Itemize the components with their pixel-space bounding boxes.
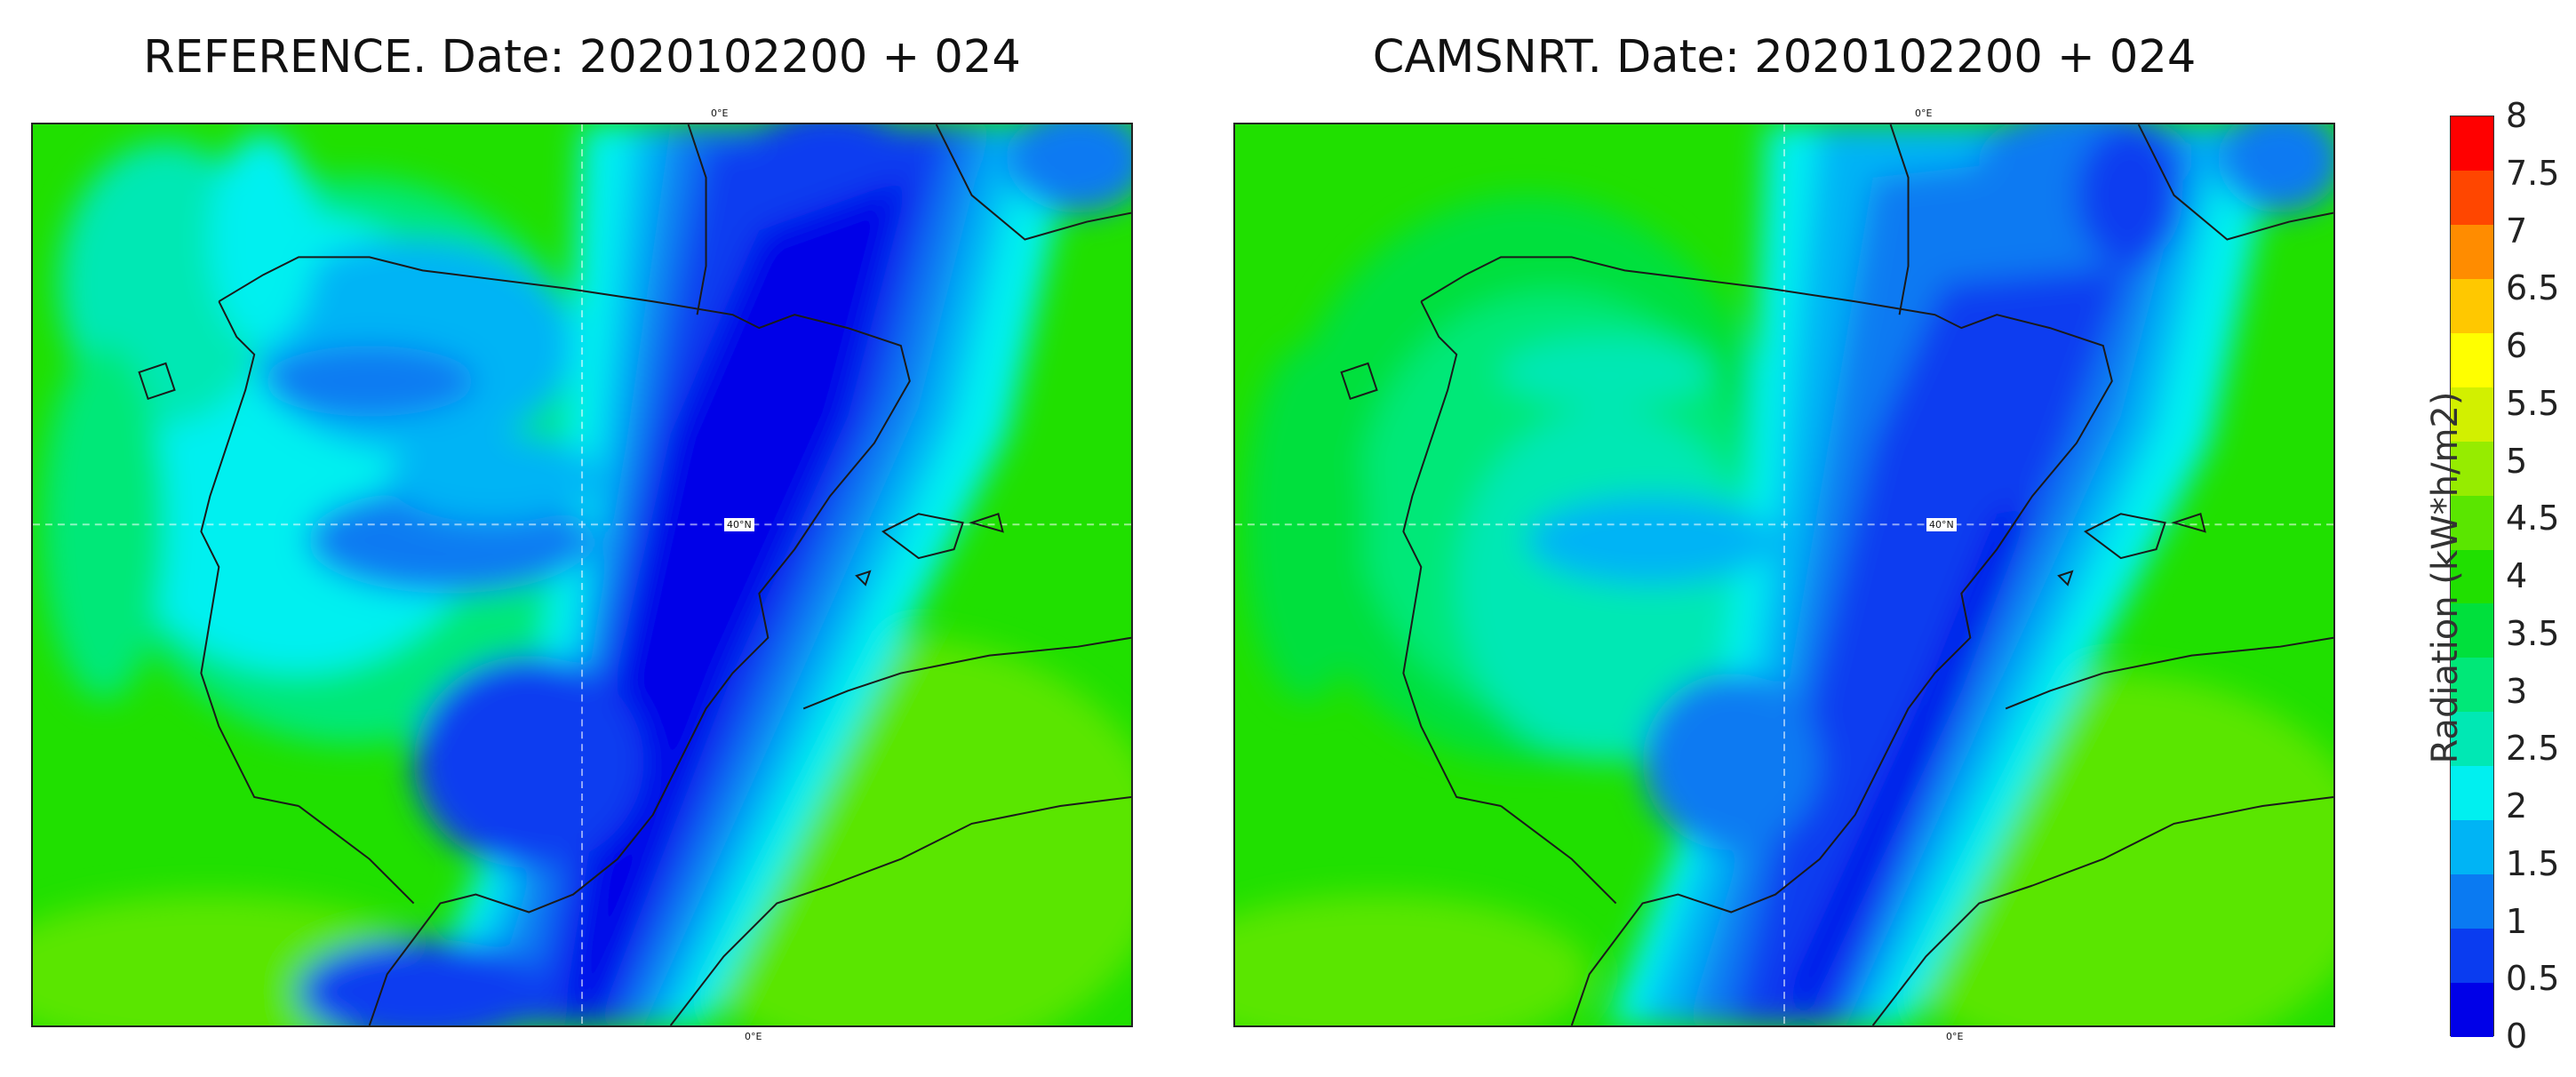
- colorbar-segment: [2451, 332, 2493, 387]
- lon-tick-bottom-right: 0°E: [1946, 1031, 1964, 1042]
- colorbar-tick-label: 6.5: [2506, 268, 2560, 308]
- panel-title-reference: REFERENCE. Date: 2020102200 + 024: [143, 31, 1021, 84]
- colorbar: [2450, 116, 2494, 1037]
- colorbar-tick-label: 8: [2506, 96, 2528, 135]
- colorbar-tick-label: 5.5: [2506, 383, 2560, 423]
- colorbar-segment: [2451, 820, 2493, 875]
- colorbar-tick-label: 1: [2506, 901, 2528, 941]
- colorbar-segment: [2451, 929, 2493, 984]
- lon-tick-top-right: 0°E: [1915, 108, 1933, 119]
- colorbar-tick-label: 3: [2506, 671, 2528, 711]
- colorbar-segment: [2451, 387, 2493, 442]
- coastline-outline: [138, 124, 1131, 1025]
- colorbar-tick-label: 5: [2506, 441, 2528, 481]
- colorbar-tick-label: 7: [2506, 211, 2528, 251]
- colorbar-tick-label: 0: [2506, 1017, 2528, 1056]
- colorbar-segment: [2451, 441, 2493, 496]
- lat-label-right: 40°N: [1926, 518, 1957, 531]
- colorbar-segment: [2451, 224, 2493, 279]
- colorbar-tick-label: 4.5: [2506, 499, 2560, 538]
- colorbar-tick-label: 3.5: [2506, 613, 2560, 653]
- lat-label-left: 40°N: [724, 518, 754, 531]
- colorbar-segment: [2451, 278, 2493, 333]
- colorbar-label: Radiation (kW*h/m2): [2425, 391, 2466, 764]
- colorbar-segment: [2451, 549, 2493, 604]
- colorbar-segment: [2451, 170, 2493, 225]
- radiation-field-camsnrt: [1235, 124, 2333, 1025]
- coastline-outline: [1340, 124, 2333, 1025]
- map-reference: [31, 123, 1133, 1027]
- colorbar-segment: [2451, 116, 2493, 171]
- colorbar-tick-label: 7.5: [2506, 153, 2560, 193]
- colorbar-segment: [2451, 874, 2493, 929]
- map-camsnrt: [1233, 123, 2335, 1027]
- colorbar-segment: [2451, 495, 2493, 550]
- colorbar-segment: [2451, 658, 2493, 713]
- colorbar-tick-label: 6: [2506, 326, 2528, 365]
- lon-tick-bottom-left: 0°E: [745, 1031, 762, 1042]
- colorbar-tick-label: 2: [2506, 786, 2528, 826]
- lon-tick-top-left: 0°E: [711, 108, 729, 119]
- colorbar-tick-label: 0.5: [2506, 959, 2560, 999]
- colorbar-segment: [2451, 983, 2493, 1037]
- radiation-field-reference: [33, 124, 1131, 1025]
- colorbar-tick-label: 4: [2506, 556, 2528, 595]
- colorbar-segment: [2451, 712, 2493, 767]
- colorbar-segment: [2451, 603, 2493, 658]
- panel-title-camsnrt: CAMSNRT. Date: 2020102200 + 024: [1372, 31, 2197, 84]
- colorbar-tick-label: 1.5: [2506, 843, 2560, 883]
- colorbar-segment: [2451, 766, 2493, 821]
- colorbar-tick-label: 2.5: [2506, 729, 2560, 769]
